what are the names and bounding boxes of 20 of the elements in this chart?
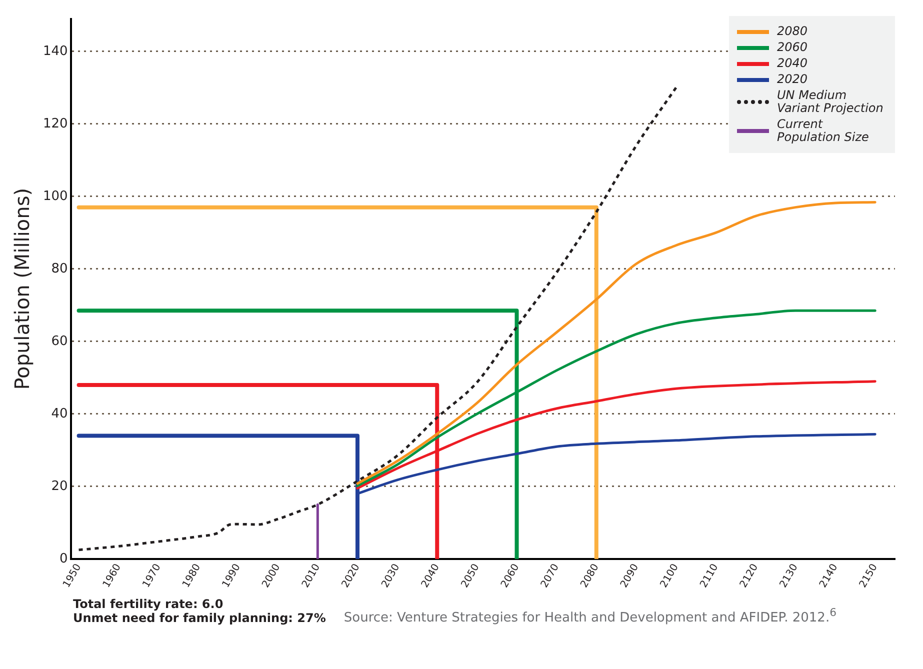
text: Total fertility rate: 6.0 — [73, 597, 224, 611]
legend-label: 2060 — [777, 40, 808, 54]
line-series — [356, 200, 876, 485]
legend-label: 2040 — [777, 56, 808, 70]
y-tick-label: 120 — [42, 116, 68, 132]
legend-label: 2080 — [777, 24, 808, 38]
y-axis-title: Population (Millions) — [10, 188, 34, 390]
y-tick-label: 100 — [42, 188, 68, 204]
y-tick-label: 40 — [51, 406, 68, 422]
y-tick-label: 140 — [42, 44, 68, 59]
legend-label: 2020 — [777, 72, 808, 86]
y-tick-label: 80 — [51, 261, 68, 276]
y-tick-label: 60 — [51, 334, 68, 349]
text: Unmet need for family planning: 27% — [73, 611, 326, 625]
y-tick-label: 0 — [60, 551, 68, 566]
legend-label: Current Population Size — [777, 117, 870, 144]
legend-label: UN Medium Variant Projection — [777, 88, 884, 115]
line-series — [78, 86, 678, 552]
y-tick-label: 20 — [51, 478, 68, 494]
source-note: Source: Venture Strategies for Health and Development and AFIDEP. 2012.$^{6}$ — [344, 606, 836, 625]
